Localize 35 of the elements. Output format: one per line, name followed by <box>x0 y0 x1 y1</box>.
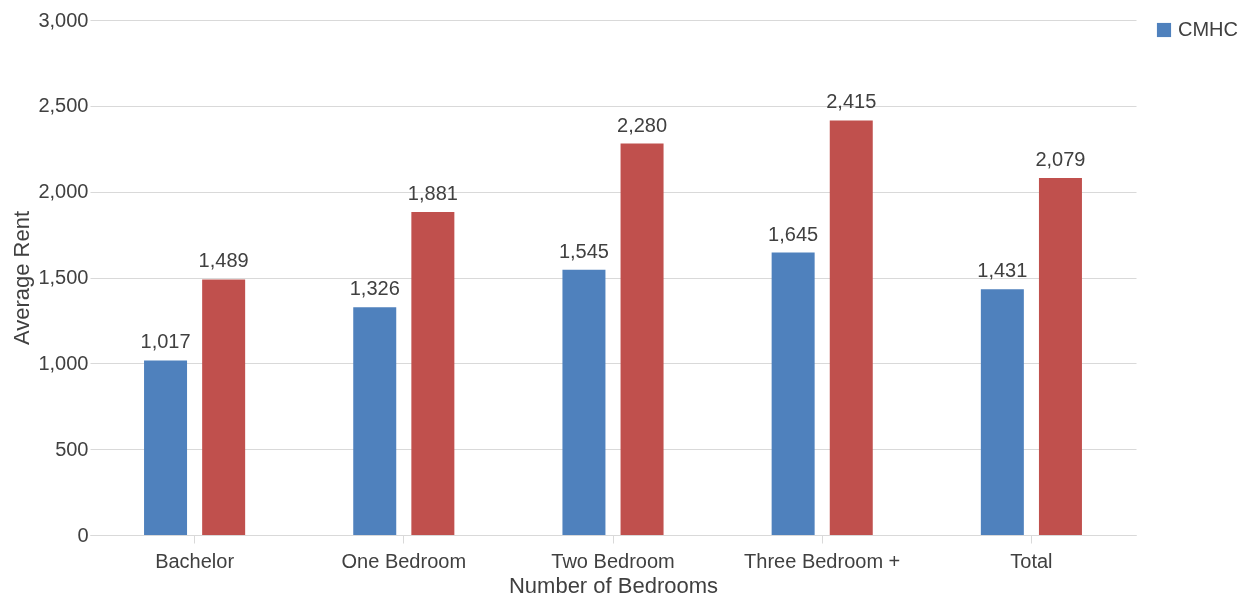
bar <box>980 289 1024 535</box>
y-tick-label: 0 <box>77 523 89 546</box>
y-tick-label: 1,000 <box>38 351 89 374</box>
data-label: 1,645 <box>768 222 819 245</box>
x-tick-label: One Bedroom <box>341 549 467 572</box>
y-tick-label: 2,000 <box>38 180 89 203</box>
data-label: 1,545 <box>558 239 609 262</box>
data-label: 1,881 <box>407 182 458 205</box>
bar <box>771 252 815 535</box>
y-axis-title: Average Rent <box>9 210 35 346</box>
legend-label: CMHC <box>1178 18 1238 40</box>
bar <box>144 360 188 535</box>
bar <box>620 143 664 535</box>
y-tick-label: 2,500 <box>38 94 89 117</box>
x-tick-label: Two Bedroom <box>551 549 675 572</box>
bar <box>829 120 873 535</box>
y-tick-label: 500 <box>55 437 89 460</box>
data-label: 1,431 <box>977 259 1028 282</box>
bar <box>411 212 455 535</box>
x-tick-label: Three Bedroom + <box>744 549 901 572</box>
data-label: 2,415 <box>826 90 877 113</box>
data-label: 1,017 <box>140 330 191 353</box>
bar <box>562 269 606 535</box>
bar <box>202 279 246 535</box>
data-label: 2,079 <box>1035 148 1086 171</box>
data-label: 1,326 <box>349 277 400 300</box>
bar <box>1038 178 1082 535</box>
y-tick-label: 1,500 <box>38 266 89 288</box>
x-axis-title: Number of Bedrooms <box>508 572 719 598</box>
x-tick-label: Bachelor <box>155 549 235 572</box>
y-tick-label: 3,000 <box>38 8 89 31</box>
x-tick-label: Total <box>1010 549 1053 572</box>
data-label: 1,489 <box>198 249 249 272</box>
bar <box>353 307 397 535</box>
data-label: 2,280 <box>617 113 668 136</box>
